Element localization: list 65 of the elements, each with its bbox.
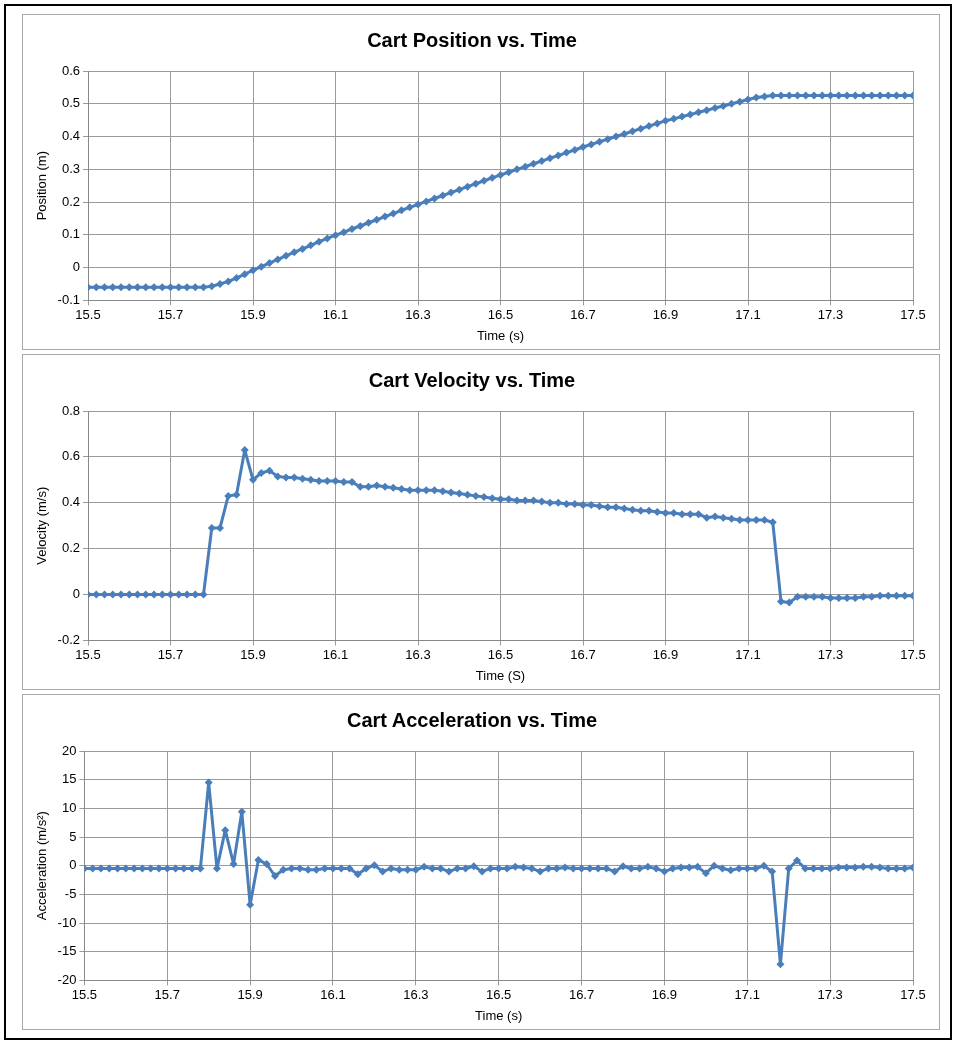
x-tick-label: 16.5 — [487, 646, 514, 662]
x-tick-label: 17.5 — [900, 306, 926, 322]
y-tick-label: 15 — [61, 771, 77, 787]
x-tick-label: 15.7 — [154, 986, 180, 1002]
chart-title: Cart Velocity vs. Time — [368, 368, 576, 391]
y-tick-label: 0 — [72, 586, 80, 602]
y-axis-title: Acceleration (m/s²) — [34, 811, 50, 921]
y-tick-label: 20 — [61, 742, 77, 758]
chart-title: Cart Position vs. Time — [367, 28, 577, 51]
x-tick-label: 16.5 — [486, 986, 512, 1002]
y-tick-label: -0.2 — [57, 631, 80, 647]
y-tick-label: 5 — [69, 828, 77, 844]
x-tick-label: 17.3 — [817, 646, 844, 662]
x-tick-label: 16.7 — [570, 646, 596, 662]
y-tick-label: 0.6 — [61, 62, 80, 78]
x-tick-label: 15.9 — [237, 986, 263, 1002]
x-tick-label: 15.5 — [75, 646, 101, 662]
x-tick-label: 15.5 — [75, 306, 101, 322]
x-tick-label: 16.9 — [652, 306, 679, 322]
x-tick-label: 16.1 — [322, 646, 349, 662]
y-tick-label: 0.5 — [61, 95, 80, 111]
y-tick-label: -10 — [57, 914, 77, 930]
y-tick-label: 0.6 — [61, 448, 80, 464]
x-tick-label: 17.3 — [817, 306, 844, 322]
x-tick-label: 17.5 — [900, 646, 926, 662]
y-tick-label: -0.1 — [57, 291, 80, 307]
y-axis-title: Position (m) — [34, 151, 50, 221]
x-axis-title: Time (s) — [475, 1008, 523, 1024]
x-axis-title: Time (s) — [476, 328, 525, 344]
x-tick-label: 16.5 — [487, 306, 514, 322]
x-tick-label: 16.7 — [570, 306, 596, 322]
x-tick-label: 16.7 — [568, 986, 595, 1002]
x-tick-label: 17.1 — [735, 646, 761, 662]
y-tick-label: 10 — [61, 799, 77, 815]
x-axis-title: Time (S) — [475, 668, 526, 684]
y-tick-label: 0.3 — [61, 160, 80, 176]
y-tick-label: -20 — [57, 971, 77, 987]
x-tick-label: 17.3 — [817, 986, 843, 1002]
x-tick-label: 16.3 — [405, 306, 431, 322]
y-tick-label: 0.4 — [61, 494, 80, 510]
y-tick-label: 0 — [69, 857, 77, 873]
y-tick-label: 0.2 — [61, 193, 80, 209]
x-tick-label: 17.1 — [735, 306, 761, 322]
y-tick-label: 0 — [72, 259, 80, 275]
y-axis-title: Velocity (m/s) — [34, 486, 50, 565]
y-tick-label: 0.4 — [61, 128, 80, 144]
x-tick-label: 17.1 — [734, 986, 760, 1002]
x-tick-label: 16.1 — [320, 986, 346, 1002]
y-tick-label: 0.1 — [61, 226, 80, 242]
x-tick-label: 15.9 — [240, 646, 266, 662]
y-tick-label: -15 — [57, 943, 77, 959]
x-tick-label: 17.5 — [900, 986, 926, 1002]
y-tick-label: 0.8 — [61, 402, 80, 418]
x-tick-label: 16.3 — [405, 646, 431, 662]
x-tick-label: 15.9 — [240, 306, 266, 322]
x-tick-label: 16.9 — [651, 986, 678, 1002]
x-tick-label: 16.1 — [322, 306, 349, 322]
x-tick-label: 15.5 — [71, 986, 98, 1002]
x-tick-label: 16.9 — [652, 646, 679, 662]
x-tick-label: 15.7 — [157, 646, 184, 662]
chart-title: Cart Acceleration vs. Time — [346, 708, 598, 731]
x-tick-label: 15.7 — [157, 306, 184, 322]
y-tick-label: -5 — [64, 885, 77, 901]
y-tick-label: 0.2 — [61, 540, 80, 556]
x-tick-label: 16.3 — [403, 986, 429, 1002]
